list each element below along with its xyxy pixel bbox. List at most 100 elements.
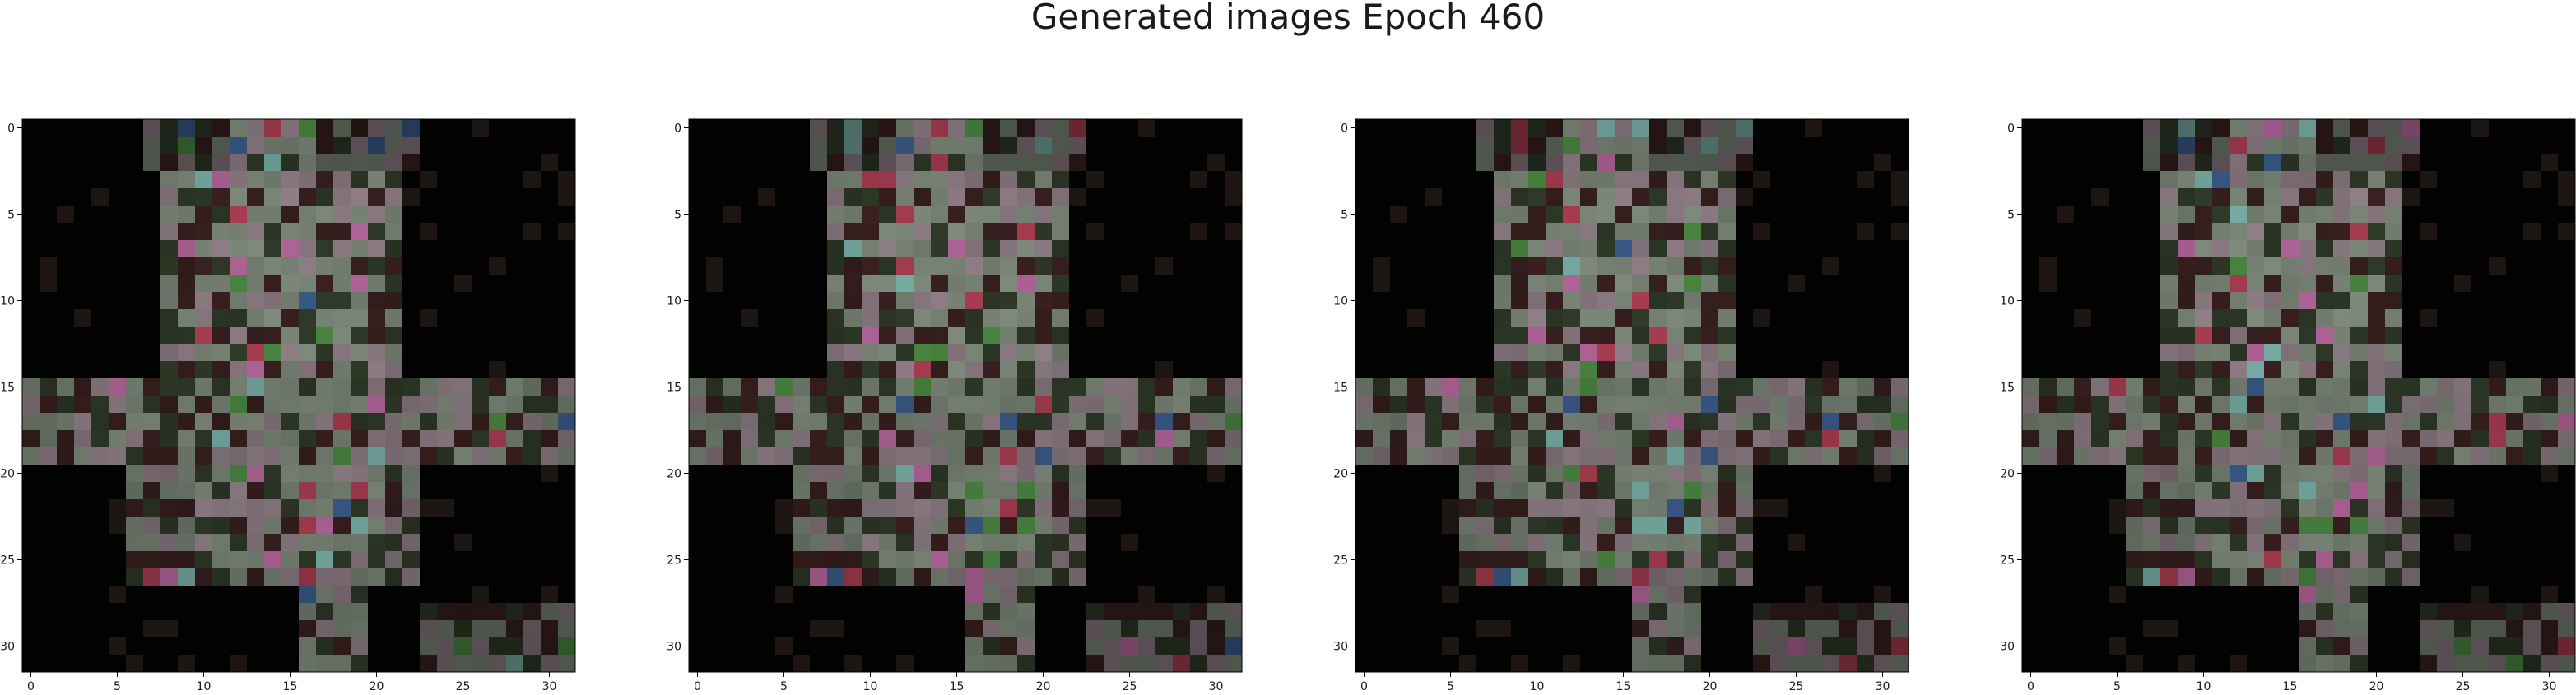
x-tick-label: 10	[1530, 680, 1545, 693]
pixel-cell	[2022, 603, 2040, 621]
pixel-cell	[914, 534, 932, 552]
pixel-cell	[2039, 551, 2058, 569]
pixel-cell	[793, 171, 811, 189]
x-tick-label: 10	[863, 680, 878, 693]
pixel-cell	[333, 206, 351, 224]
pixel-cell	[1580, 413, 1598, 431]
pixel-cell	[931, 257, 949, 276]
pixel-cell	[983, 292, 1001, 310]
pixel-cell	[1788, 257, 1806, 276]
pixel-cell	[2109, 344, 2127, 362]
pixel-cell	[437, 361, 455, 379]
pixel-cell	[2471, 378, 2490, 396]
pixel-cell	[212, 551, 230, 569]
pixel-cell	[2074, 275, 2092, 293]
pixel-cell	[316, 137, 334, 155]
pixel-cell	[2385, 517, 2403, 535]
pixel-cell	[2316, 465, 2334, 483]
pixel-cell	[281, 206, 300, 224]
pixel-cell	[2368, 361, 2386, 379]
pixel-cell	[2126, 620, 2144, 638]
pixel-cell	[2523, 327, 2541, 345]
pixel-cell	[489, 447, 507, 466]
pixel-cell	[402, 206, 421, 224]
pixel-cell	[541, 568, 559, 586]
pixel-cell	[2523, 396, 2541, 414]
pixel-cell	[247, 188, 265, 206]
pixel-cell	[558, 568, 576, 586]
pixel-cell	[523, 655, 542, 673]
pixel-cell	[2074, 188, 2092, 206]
pixel-cell	[2212, 551, 2230, 569]
pixel-cell	[247, 413, 265, 431]
pixel-cell	[1632, 499, 1650, 517]
pixel-cell	[1822, 171, 1840, 189]
pixel-cell	[489, 344, 507, 362]
pixel-cell	[1173, 206, 1191, 224]
pixel-cell	[1580, 482, 1598, 500]
pixel-cell	[1580, 119, 1598, 137]
pixel-cell	[827, 637, 845, 656]
pixel-cell	[2385, 430, 2403, 448]
pixel-cell	[143, 327, 161, 345]
pixel-cell	[1373, 137, 1391, 155]
pixel-cell	[178, 240, 196, 258]
pixel-cell	[2541, 327, 2559, 345]
pixel-cell	[879, 430, 897, 448]
pixel-cell	[741, 586, 759, 604]
pixel-cell	[2126, 361, 2144, 379]
pixel-cell	[1069, 257, 1087, 276]
pixel-cell	[2420, 378, 2438, 396]
pixel-cell	[2195, 257, 2213, 276]
pixel-cell	[212, 568, 230, 586]
pixel-cell	[1805, 413, 1823, 431]
pixel-cell	[91, 413, 109, 431]
pixel-cell	[1615, 206, 1633, 224]
pixel-cell	[368, 586, 386, 604]
pixel-cell	[2368, 188, 2386, 206]
pixel-cell	[1667, 430, 1685, 448]
pixel-cell	[1425, 327, 1443, 345]
pixel-cell	[1649, 327, 1667, 345]
pixel-cell	[2074, 620, 2092, 638]
pixel-cell	[1390, 137, 1408, 155]
pixel-cell	[2264, 137, 2282, 155]
pixel-cell	[489, 430, 507, 448]
pixel-cell	[109, 223, 127, 241]
pixel-cell	[2368, 396, 2386, 414]
pixel-cell	[2178, 223, 2196, 241]
pixel-cell	[1104, 378, 1122, 396]
pixel-cell	[2143, 378, 2161, 396]
pixel-cell	[1805, 344, 1823, 362]
pixel-cell	[879, 620, 897, 638]
pixel-cell	[316, 154, 334, 172]
pixel-cell	[1805, 447, 1823, 466]
pixel-cell	[1225, 275, 1243, 293]
pixel-cell	[2212, 154, 2230, 172]
pixel-cell	[1494, 413, 1512, 431]
pixel-cell	[2402, 240, 2420, 258]
pixel-cell	[247, 275, 265, 293]
pixel-cell	[983, 396, 1001, 414]
pixel-cell	[2420, 586, 2438, 604]
pixel-cell	[706, 361, 724, 379]
pixel-cell	[1718, 465, 1737, 483]
pixel-cell	[1718, 637, 1737, 656]
pixel-cell	[827, 257, 845, 276]
pixel-cell	[1511, 275, 1529, 293]
pixel-cell	[230, 223, 248, 241]
pixel-cell	[1615, 603, 1633, 621]
axes-frame	[688, 118, 1243, 673]
pixel-cell	[351, 568, 369, 586]
pixel-cell	[454, 620, 472, 638]
pixel-cell	[2489, 568, 2507, 586]
pixel-cell	[1788, 499, 1806, 517]
pixel-cell	[1155, 517, 1174, 535]
pixel-cell	[723, 137, 742, 155]
pixel-cell	[1788, 206, 1806, 224]
pixel-cell	[126, 534, 144, 552]
pixel-cell	[230, 257, 248, 276]
pixel-cell	[775, 655, 793, 673]
pixel-cell	[2489, 637, 2507, 656]
pixel-cell	[57, 119, 75, 137]
